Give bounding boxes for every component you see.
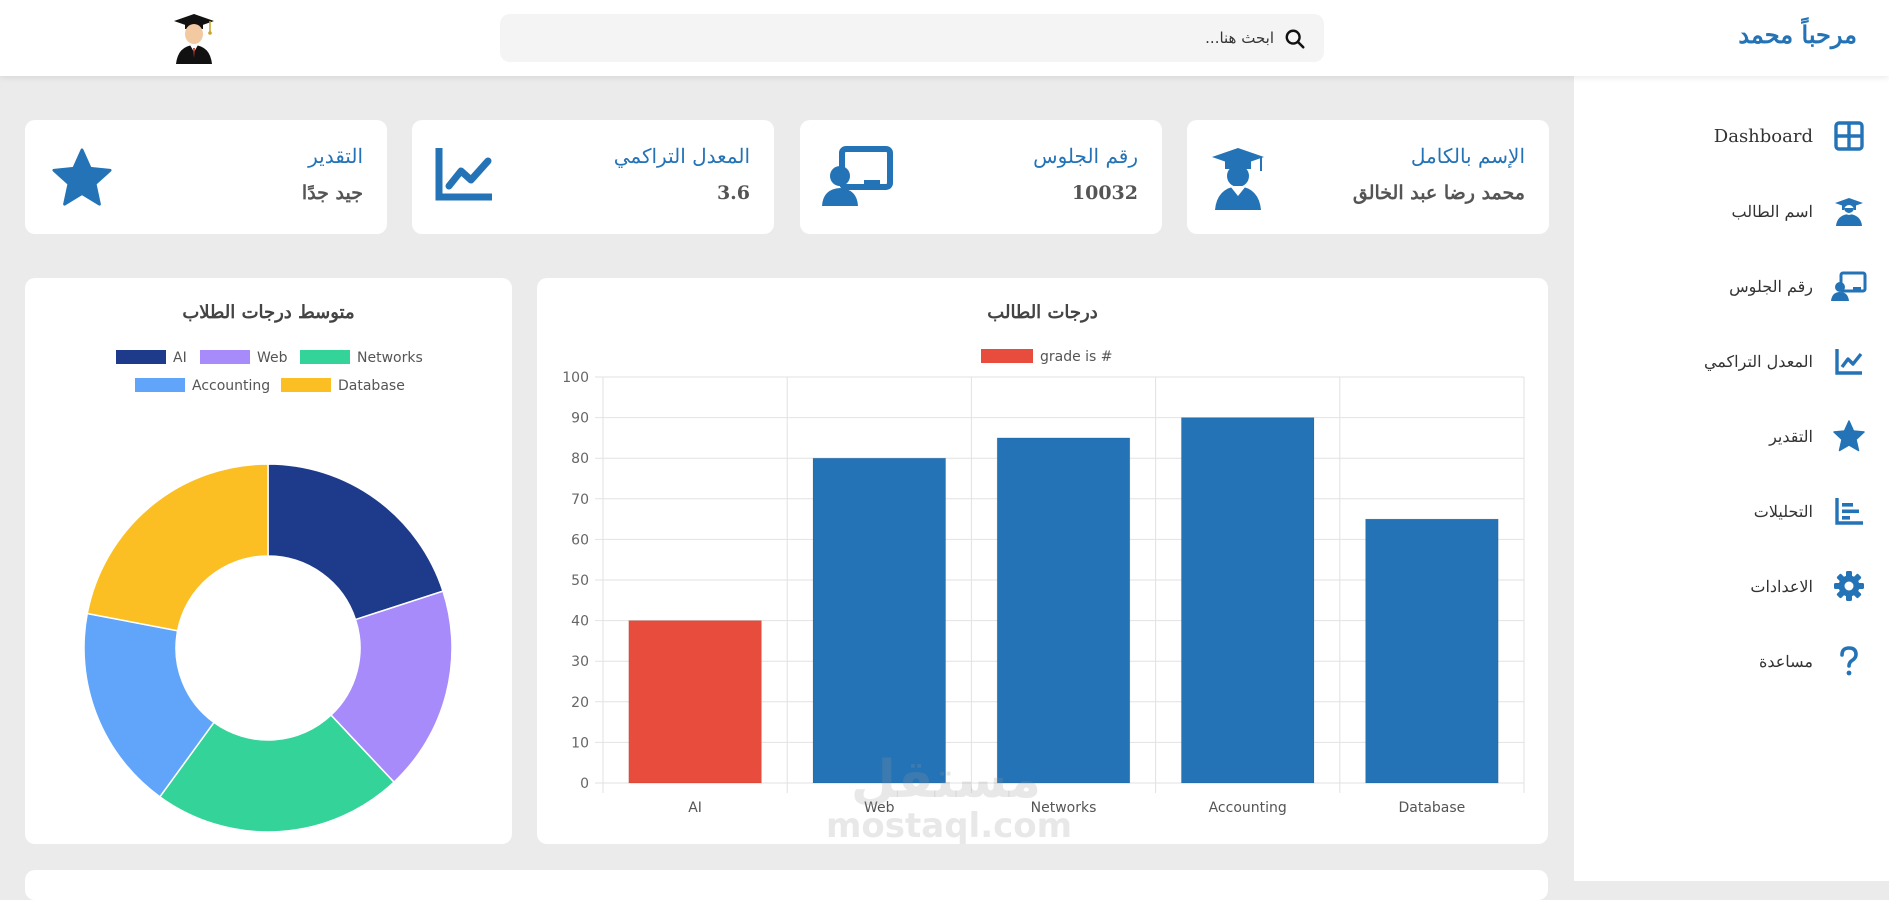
sidebar-item-student-name[interactable]: اسم الطالب xyxy=(1574,189,1889,233)
card-title: التقدير xyxy=(308,144,363,168)
sidebar-item-grade[interactable]: التقدير xyxy=(1574,414,1889,458)
card-title: المعدل التراكمي xyxy=(613,144,750,168)
legend-label: grade is # xyxy=(1040,349,1113,365)
graduate-icon xyxy=(1212,148,1264,210)
card-gpa: المعدل التراكمي 3.6 xyxy=(412,120,774,234)
card-grade: التقدير جيد جدًا xyxy=(25,120,387,234)
gear-icon xyxy=(1831,568,1867,604)
card-full-name: الإسم بالكامل محمد رضا عبد الخالق xyxy=(1187,120,1549,234)
search-input[interactable] xyxy=(574,14,1274,62)
sidebar-item-label: Dashboard xyxy=(1713,125,1813,147)
sidebar-item-label: اسم الطالب xyxy=(1731,201,1814,221)
legend-label: AI xyxy=(173,350,187,366)
top-bar: مرحباً محمد xyxy=(0,0,1889,76)
sidebar: Dashboard اسم الطالب رقم الجلوس المعدل ا… xyxy=(1574,76,1889,881)
legend-label: Accounting xyxy=(192,378,270,394)
donut-chart: AI Web Networks Accounting Database xyxy=(83,350,453,833)
legend-swatch xyxy=(300,350,350,364)
y-tick-label: 90 xyxy=(571,411,589,427)
legend-swatch xyxy=(981,349,1033,363)
x-tick-label: Web xyxy=(864,800,895,816)
y-tick-label: 50 xyxy=(571,573,589,589)
legend-swatch xyxy=(116,350,166,364)
sidebar-item-settings[interactable]: الاعدادات xyxy=(1574,564,1889,608)
sidebar-item-label: التحليلات xyxy=(1753,501,1813,521)
slice-networks xyxy=(158,714,396,833)
y-tick-label: 30 xyxy=(571,654,589,670)
card-title: رقم الجلوس xyxy=(1033,144,1138,168)
teacher-board-icon xyxy=(822,146,893,206)
bar-accounting xyxy=(1180,417,1315,784)
card-value: جيد جدًا xyxy=(301,182,363,204)
bar-chart-title: درجات الطالب xyxy=(987,302,1098,323)
sidebar-item-gpa[interactable]: المعدل التراكمي xyxy=(1574,339,1889,383)
slice-accounting xyxy=(83,612,215,798)
donut-chart-title: متوسط درجات الطلاب xyxy=(182,302,355,323)
search-bar[interactable] xyxy=(500,14,1324,62)
question-icon xyxy=(1831,643,1867,679)
legend-swatch xyxy=(135,378,185,392)
card-value: محمد رضا عبد الخالق xyxy=(1352,182,1525,204)
sidebar-item-seat-number[interactable]: رقم الجلوس xyxy=(1574,264,1889,308)
legend-label: Web xyxy=(257,350,288,366)
y-tick-label: 80 xyxy=(571,451,589,467)
sidebar-item-dashboard[interactable]: Dashboard xyxy=(1574,114,1889,158)
legend-swatch xyxy=(200,350,250,364)
x-tick-label: Accounting xyxy=(1209,800,1287,816)
legend-label: Database xyxy=(338,378,405,394)
y-tick-label: 40 xyxy=(571,614,589,630)
sidebar-item-label: التقدير xyxy=(1769,426,1813,446)
card-value: 10032 xyxy=(1071,182,1138,204)
slice-web xyxy=(329,590,453,784)
x-tick-label: Networks xyxy=(1031,800,1097,816)
bar-chart: grade is # 0 10 20 30 40 50 60 70 80 90 100 AI Web Net… xyxy=(562,349,1525,816)
sidebar-item-label: مساعدة xyxy=(1758,651,1813,671)
y-tick-label: 10 xyxy=(571,735,589,751)
average-grades-panel: متوسط درجات الطلاب AI Web Networks Accounti… xyxy=(25,278,512,844)
y-tick-label: 100 xyxy=(562,370,589,386)
bar-web xyxy=(812,457,947,784)
bar-ai xyxy=(628,620,762,784)
card-seat-number: رقم الجلوس 10032 xyxy=(800,120,1162,234)
bar-networks xyxy=(996,437,1131,784)
x-tick-label: AI xyxy=(688,800,702,816)
grid-icon xyxy=(1831,118,1867,154)
chart-line-icon xyxy=(435,148,492,201)
bar-list-icon xyxy=(1831,493,1867,529)
y-tick-label: 60 xyxy=(571,532,589,548)
teacher-board-icon xyxy=(1831,268,1867,304)
sidebar-item-label: المعدل التراكمي xyxy=(1703,351,1813,371)
brand-title: مرحباً محمد xyxy=(1738,20,1857,49)
card-title: الإسم بالكامل xyxy=(1410,144,1525,168)
search-icon[interactable] xyxy=(1284,28,1306,50)
x-tick-label: Database xyxy=(1398,800,1465,816)
sidebar-item-label: رقم الجلوس xyxy=(1729,276,1813,296)
y-tick-label: 0 xyxy=(580,776,589,792)
y-tick-label: 70 xyxy=(571,492,589,508)
student-grades-panel: درجات الطالب grade is # 0 10 20 30 40 50 60 70 80… xyxy=(537,278,1548,844)
avatar[interactable] xyxy=(170,12,218,64)
y-tick-label: 20 xyxy=(571,695,589,711)
legend-label: Networks xyxy=(357,350,423,366)
graduate-icon xyxy=(1831,193,1867,229)
slice-ai xyxy=(267,463,444,621)
bottom-panel xyxy=(25,870,1548,900)
star-icon xyxy=(52,148,112,206)
sidebar-item-label: الاعدادات xyxy=(1750,576,1813,596)
chart-line-icon xyxy=(1831,343,1867,379)
bar-database xyxy=(1365,518,1499,784)
slice-database xyxy=(86,463,269,632)
card-value: 3.6 xyxy=(716,182,750,204)
star-icon xyxy=(1831,418,1867,454)
legend-swatch xyxy=(281,378,331,392)
sidebar-item-help[interactable]: مساعدة xyxy=(1574,639,1889,683)
sidebar-item-analytics[interactable]: التحليلات xyxy=(1574,489,1889,533)
